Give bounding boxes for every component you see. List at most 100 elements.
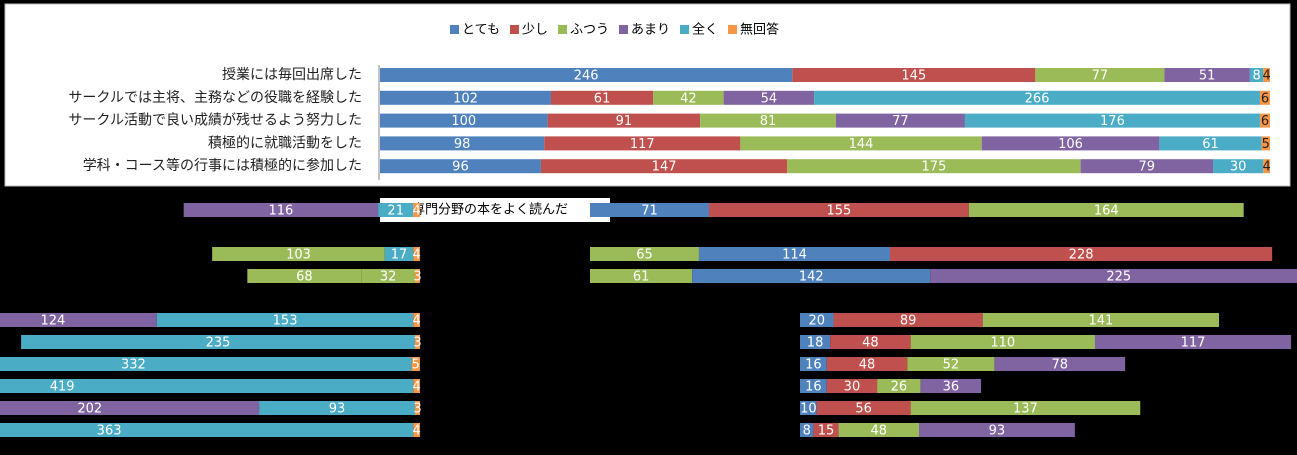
bar-segment bbox=[723, 90, 815, 105]
fragment-segment bbox=[212, 247, 385, 261]
bar-segment bbox=[835, 113, 965, 128]
fragment-value-label: 103 bbox=[286, 248, 311, 263]
fragment-value-label: 4 bbox=[413, 204, 421, 219]
fragment-segment bbox=[800, 335, 831, 349]
fragment-value-label: 18 bbox=[807, 336, 824, 351]
fragment-segment bbox=[800, 357, 827, 371]
fragment-segment bbox=[982, 313, 1220, 327]
category-label: サークル活動で良い成績が残せるよう努力した bbox=[68, 113, 362, 129]
fragment-segment bbox=[692, 269, 931, 283]
fragment-segment bbox=[0, 401, 260, 415]
fragment-segment bbox=[0, 357, 412, 371]
fragment-segment bbox=[838, 423, 920, 437]
fragment-value-label: 15 bbox=[818, 424, 835, 439]
value-label: 4 bbox=[1263, 69, 1271, 84]
fragment-segment bbox=[907, 357, 995, 371]
fragment-segment bbox=[590, 247, 699, 261]
fragment-segment bbox=[920, 379, 982, 393]
bar-segment bbox=[380, 159, 541, 174]
fragment-segment bbox=[413, 247, 420, 261]
fragment-segment bbox=[414, 401, 420, 415]
value-label: 176 bbox=[1100, 114, 1125, 129]
fragment-segment bbox=[413, 423, 420, 437]
bar-segment bbox=[792, 68, 1036, 82]
fragment-value-label: 10 bbox=[800, 402, 817, 417]
bar-segment bbox=[1259, 90, 1270, 105]
fragment-segment bbox=[830, 335, 911, 349]
fragment-segment bbox=[0, 313, 157, 327]
fragment-segment bbox=[910, 401, 1141, 415]
legend-swatch bbox=[619, 25, 628, 34]
fragment-value-label: 3 bbox=[413, 270, 421, 285]
fragment-value-label: 124 bbox=[41, 314, 66, 329]
fragment-value-label: 117 bbox=[1181, 336, 1206, 351]
legend-label: ふつう bbox=[570, 23, 609, 38]
fragment-value-label: 61 bbox=[633, 270, 650, 285]
value-label: 42 bbox=[680, 91, 697, 106]
bar-segment bbox=[547, 113, 701, 128]
fragment-value-label: 164 bbox=[1094, 204, 1119, 219]
fragment-value-label: 332 bbox=[121, 358, 146, 373]
legend-swatch bbox=[680, 25, 690, 34]
value-label: 145 bbox=[901, 69, 926, 84]
bar-segment bbox=[1080, 159, 1214, 174]
fragment-segment bbox=[816, 401, 911, 415]
bar-segment bbox=[1261, 136, 1270, 151]
value-label: 106 bbox=[1058, 137, 1083, 152]
fragment-segment bbox=[800, 313, 834, 327]
fragment-segment bbox=[994, 357, 1126, 371]
fragment-value-label: 48 bbox=[871, 424, 888, 439]
fragment-value-label: 114 bbox=[782, 248, 807, 263]
bar-segment bbox=[1213, 159, 1264, 174]
fragment-value-label: 235 bbox=[206, 336, 231, 351]
fragment-value-label: 48 bbox=[862, 336, 879, 351]
bar-segment bbox=[1159, 136, 1262, 151]
fragment-value-label: 155 bbox=[826, 204, 851, 219]
fragment-value-label: 21 bbox=[387, 204, 404, 219]
fragment-value-label: 3 bbox=[413, 336, 421, 351]
fragment-value-label: 4 bbox=[413, 424, 421, 439]
fragment-value-label: 4 bbox=[413, 248, 421, 263]
bar-segment bbox=[1263, 159, 1270, 174]
fragment-segment bbox=[413, 203, 420, 217]
fragment-segment bbox=[413, 379, 420, 393]
bar-segment bbox=[1249, 68, 1264, 82]
fragment-value-label: 3 bbox=[413, 402, 421, 417]
fragment-segment bbox=[411, 357, 420, 371]
category-label: サークルでは主将、主務などの役職を経験した bbox=[68, 90, 362, 106]
fragment-value-label: 142 bbox=[799, 270, 824, 285]
fragment-value-label: 93 bbox=[329, 402, 346, 417]
fragment-value-label: 153 bbox=[273, 314, 298, 329]
bar-segment bbox=[1259, 113, 1270, 128]
fragment-segment bbox=[384, 247, 414, 261]
fragment-value-label: 17 bbox=[391, 248, 408, 263]
bar-segment bbox=[1035, 68, 1165, 82]
fragment-value-label: 141 bbox=[1088, 314, 1113, 329]
value-label: 91 bbox=[616, 114, 633, 129]
fragment-value-label: 202 bbox=[77, 402, 102, 417]
overlay-label: 専門分野の本をよく読んだ bbox=[412, 202, 568, 218]
bar-segment bbox=[380, 113, 548, 128]
fragment-segment bbox=[413, 313, 420, 327]
bar-segment bbox=[700, 113, 836, 128]
value-label: 81 bbox=[760, 114, 777, 129]
value-label: 102 bbox=[453, 91, 478, 106]
bar-segment bbox=[544, 136, 741, 151]
legend-label: 全く bbox=[692, 22, 718, 38]
category-label: 積極的に就職活動をした bbox=[208, 135, 362, 151]
fragment-segment bbox=[247, 269, 362, 283]
bar-segment bbox=[981, 136, 1160, 151]
fragment-segment bbox=[361, 269, 415, 283]
fragment-value-label: 36 bbox=[943, 380, 960, 395]
category-label: 学科・コース等の行事には積極的に参加した bbox=[83, 157, 362, 174]
value-label: 117 bbox=[630, 137, 655, 152]
fragment-segment bbox=[21, 335, 415, 349]
value-label: 266 bbox=[1025, 91, 1050, 106]
fragment-segment bbox=[800, 401, 817, 415]
value-label: 96 bbox=[452, 160, 469, 175]
fragment-value-label: 116 bbox=[268, 204, 293, 219]
value-label: 51 bbox=[1199, 69, 1216, 84]
bar-segment bbox=[1164, 68, 1250, 82]
fragment-value-label: 4 bbox=[413, 314, 421, 329]
